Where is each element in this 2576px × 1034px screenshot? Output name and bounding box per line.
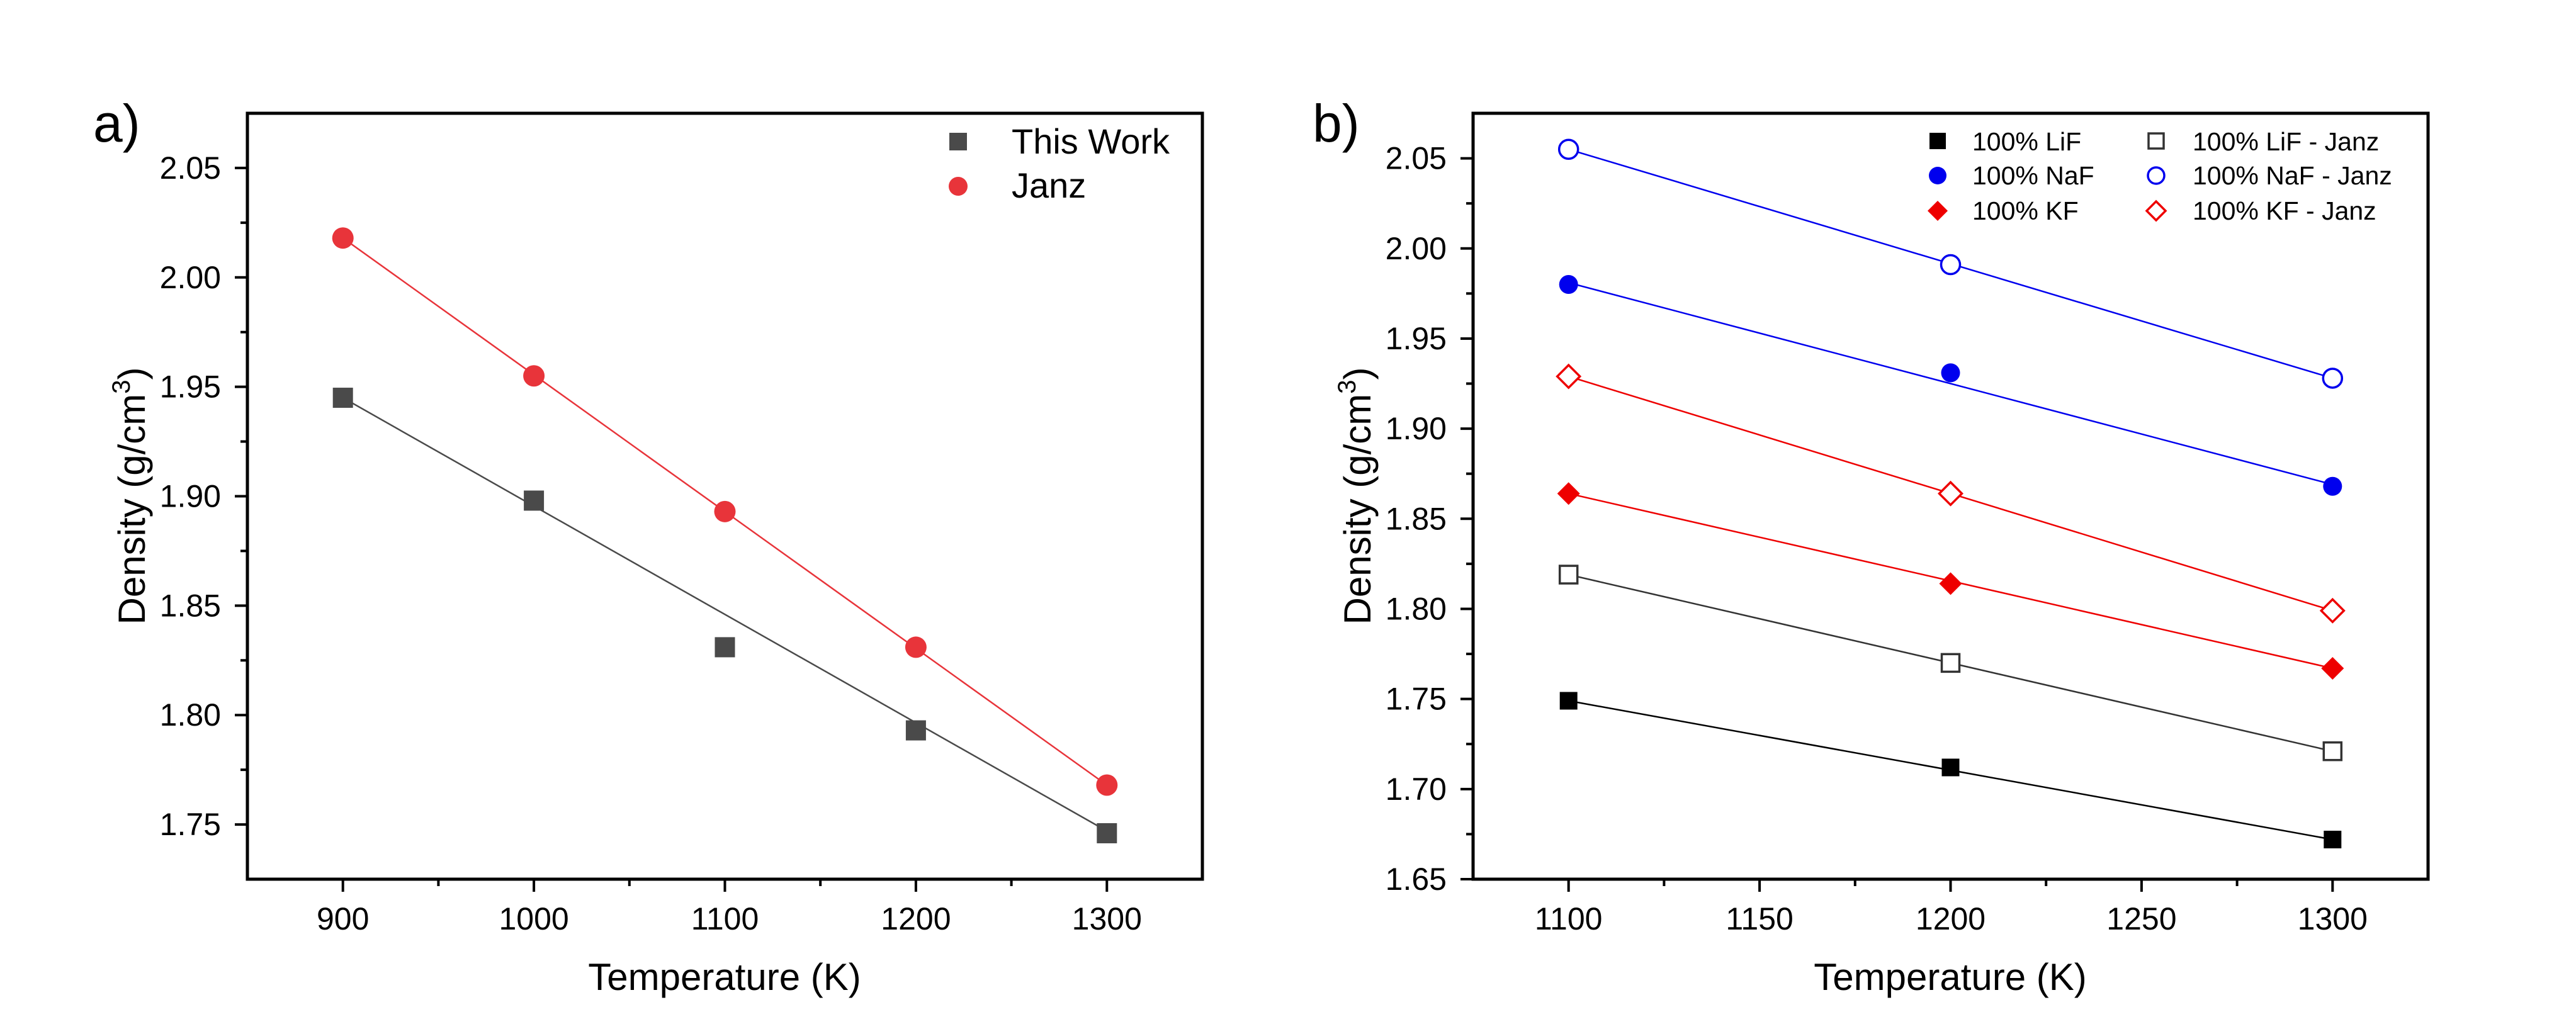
- y-tick-label-b: 2.00: [1386, 231, 1447, 266]
- point-100-kf-janz: [1556, 363, 1582, 390]
- point-100-lif: [1559, 692, 1578, 710]
- point-100-kf-janz: [1938, 480, 1963, 507]
- legend-label-janz: Janz: [1012, 166, 1086, 205]
- fit-line-100-naf: [1568, 281, 2333, 486]
- y-tick-label-a: 1.90: [160, 479, 221, 514]
- x-tick-label-a: 1200: [881, 901, 951, 936]
- legend-marker-lif: [1929, 133, 1946, 149]
- point-100-lif: [1941, 758, 1960, 777]
- point-100-naf-janz: [1557, 138, 1579, 160]
- point-100-naf: [1941, 363, 1960, 383]
- y-tick-label-a: 2.05: [160, 150, 221, 186]
- x-tick-label-a: 1300: [1072, 901, 1142, 936]
- y-tick-label-b: 2.05: [1386, 141, 1447, 176]
- point-this-work: [524, 490, 545, 511]
- y-tick-label-b: 1.75: [1386, 682, 1447, 717]
- y-tick-label-b: 1.65: [1386, 862, 1447, 897]
- data-points-b: [1556, 138, 2346, 849]
- point-janz: [1096, 774, 1118, 796]
- x-axis-title-a: Temperature (K): [588, 956, 861, 998]
- y-axis-title-a: Density (g/cm3): [108, 368, 153, 625]
- y-axis-title-b: Density (g/cm3): [1333, 368, 1379, 625]
- axis-ticks-b: 1100 1150 1200 1250 1300 1.65 1.70 1.75 1.80 1.85…: [1386, 141, 2368, 936]
- legend-marker-naf-janz: [2147, 166, 2166, 185]
- y-tick-label-a: 1.75: [160, 807, 221, 842]
- point-janz: [714, 500, 736, 522]
- legend-label-this-work: This Work: [1012, 121, 1170, 161]
- chart-panel-a: a) 900 1000 1100 1200 1300 1.75 1.80 1.85 1.90 1.…: [93, 94, 1204, 998]
- y-tick-label-b: 1.95: [1386, 321, 1447, 356]
- point-janz: [332, 227, 354, 249]
- point-janz: [905, 636, 927, 658]
- y-tick-label-b: 1.70: [1386, 772, 1447, 807]
- point-100-lif-janz: [1558, 565, 1579, 585]
- point-100-naf: [2323, 476, 2342, 496]
- point-100-lif: [2324, 831, 2342, 849]
- point-this-work: [1097, 823, 1117, 843]
- legend-marker-this-work: [949, 133, 967, 150]
- point-this-work: [905, 720, 926, 741]
- x-tick-label-b: 1150: [1726, 901, 1794, 936]
- legend-label-naf: 100% NaF: [1972, 161, 2094, 190]
- legend-marker-lif-janz: [2147, 132, 2165, 150]
- point-100-naf-janz: [1940, 254, 1962, 276]
- x-tick-label-b: 1200: [1916, 901, 1986, 936]
- x-tick-label-b: 1250: [2106, 901, 2176, 936]
- legend-marker-janz: [949, 177, 968, 196]
- legend-label-naf-janz: 100% NaF - Janz: [2193, 161, 2392, 190]
- point-100-kf: [2321, 656, 2344, 680]
- x-axis-title-b: Temperature (K): [1814, 956, 2086, 998]
- legend-label-lif-janz: 100% LiF - Janz: [2193, 127, 2379, 156]
- x-tick-label-a: 1000: [499, 901, 568, 936]
- x-tick-label-a: 1100: [691, 901, 759, 936]
- legend-marker-kf: [1928, 201, 1948, 221]
- point-100-naf: [1559, 275, 1578, 295]
- point-100-lif-janz: [1940, 653, 1961, 673]
- data-points-a: [332, 227, 1118, 843]
- fit-line-this-work: [342, 396, 1107, 832]
- y-tick-label-a: 1.95: [160, 369, 221, 405]
- point-100-lif-janz: [2322, 741, 2343, 761]
- point-100-naf-janz: [2322, 368, 2344, 389]
- panel-label-a: a): [93, 94, 140, 153]
- point-janz: [523, 365, 545, 387]
- point-100-kf: [1557, 482, 1580, 505]
- point-100-kf-janz: [2319, 597, 2346, 624]
- legend-label-kf: 100% KF: [1972, 196, 2079, 225]
- chart-panel-b: b) 1100 1150 1200 1250 13001.651.701.751.801…: [1313, 94, 2430, 998]
- y-tick-label-b: 1.85: [1386, 501, 1447, 536]
- legend-label-kf-janz: 100% KF - Janz: [2193, 196, 2376, 225]
- legend-marker-kf-janz: [2145, 199, 2167, 222]
- x-tick-label-a: 900: [317, 901, 369, 936]
- x-tick-label-b: 1300: [2298, 901, 2368, 936]
- y-tick-label-a: 2.00: [160, 260, 221, 295]
- x-tick-label-b: 1100: [1535, 901, 1603, 936]
- point-this-work: [332, 388, 353, 408]
- point-100-kf: [1939, 572, 1962, 595]
- point-this-work: [715, 637, 735, 658]
- y-tick-label-a: 1.85: [160, 588, 221, 623]
- y-tick-label-a: 1.80: [160, 697, 221, 733]
- axis-ticks-a: 900 1000 1100 1200 1300 1.75 1.80 1.85 1.90 1.95 2…: [160, 150, 1142, 936]
- panel-label-b: b): [1313, 94, 1360, 153]
- y-tick-label-b: 1.90: [1386, 411, 1447, 446]
- legend-a: This Work Janz: [949, 121, 1170, 205]
- legend-b: 100% LiF 100% NaF 100% KF 100% LiF - Jan…: [1928, 127, 2392, 225]
- legend-marker-naf: [1929, 167, 1946, 184]
- legend-label-lif: 100% LiF: [1972, 127, 2081, 156]
- y-tick-label-b: 1.80: [1386, 591, 1447, 626]
